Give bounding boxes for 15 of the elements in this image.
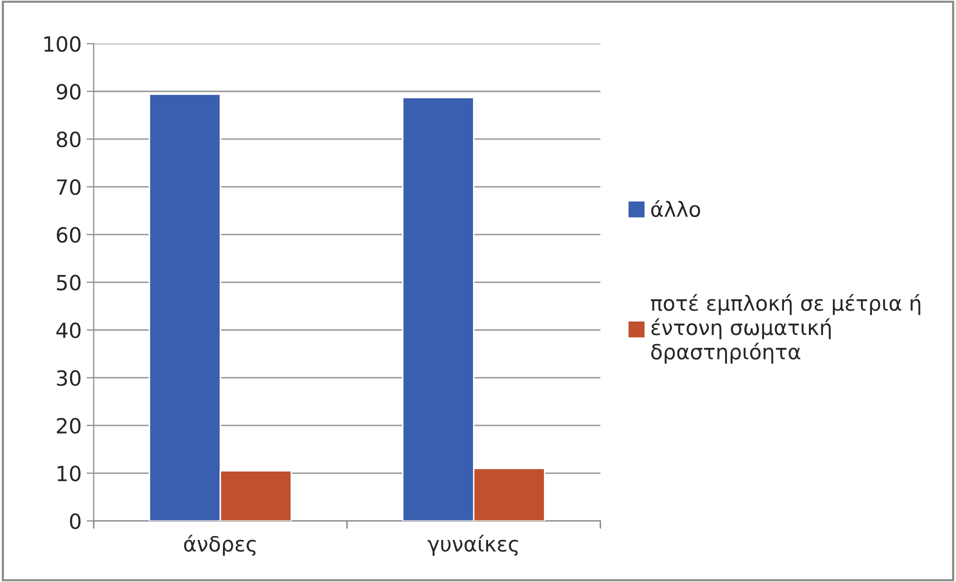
y-tick-label: 80 [56,132,80,148]
y-tick-label: 20 [56,418,80,434]
y-tick-label: 30 [56,370,80,386]
y-tick-label: 60 [56,227,80,243]
y-tick-label: 10 [58,466,80,482]
y-tick-label: 40 [56,322,80,338]
y-tick-label: 50 [56,274,80,290]
y-tick-label: 70 [57,179,80,196]
legend-label: ποτέ εμπλοκή σε μέτρια ή έντονη σωματική δραστηριόητα [650,294,920,364]
y-tick-label: 90 [56,84,80,100]
y-tick-label: 0 [70,513,80,530]
legend-label: άλλο [651,200,700,218]
x-tick-label: άνδρες [184,534,256,556]
y-tick-label: 100 [44,36,80,52]
x-tick-label: γυναίκες [428,534,518,556]
